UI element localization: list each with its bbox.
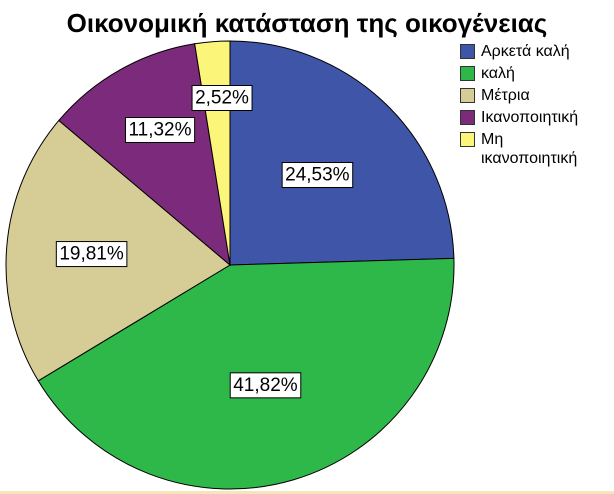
legend-swatch [460,88,475,103]
pie-label-5: 2,52% [191,85,253,111]
legend: Αρκετά καλή καλή Μέτρια Ικανοποιητική Μη ικα… [460,42,614,171]
legend-swatch [460,132,475,147]
pie-label-3: 19,81% [55,241,128,268]
svg-text:19,81%: 19,81% [59,244,124,265]
svg-text:2,52%: 2,52% [195,88,249,109]
legend-label: Αρκετά καλή [481,43,570,60]
legend-label: καλή [481,65,515,82]
pie-labels: 24,53% 41,82% 19,81% 11,32%2,52% [55,85,354,399]
legend-label: Μέτρια [481,87,530,104]
svg-text:11,32%: 11,32% [128,120,191,141]
pie-label-4: 11,32% [124,117,196,143]
legend-item-4: Ικανοποιητική [460,108,614,127]
pie-slice-4 [58,43,231,267]
svg-text:24,53%: 24,53% [285,165,350,186]
legend-label: Μη ικανοποιητική [481,131,578,167]
legend-swatch [460,44,475,59]
pie-slice-1 [229,40,455,266]
legend-item-5: Μη ικανοποιητική [460,130,614,168]
chart-title: Οικονομική κατάσταση της οικογένειας [66,8,548,38]
legend-swatch [460,66,475,81]
pie-label-2: 41,82% [229,372,302,399]
pie-label-1: 24,53% [281,162,354,189]
legend-label: Ικανοποιητική [481,109,579,126]
bottom-border [0,491,614,494]
svg-text:41,82%: 41,82% [233,375,298,396]
legend-swatch [460,110,475,125]
legend-item-1: Αρκετά καλή [460,42,614,61]
legend-item-2: καλή [460,64,614,83]
legend-item-3: Μέτρια [460,86,614,105]
